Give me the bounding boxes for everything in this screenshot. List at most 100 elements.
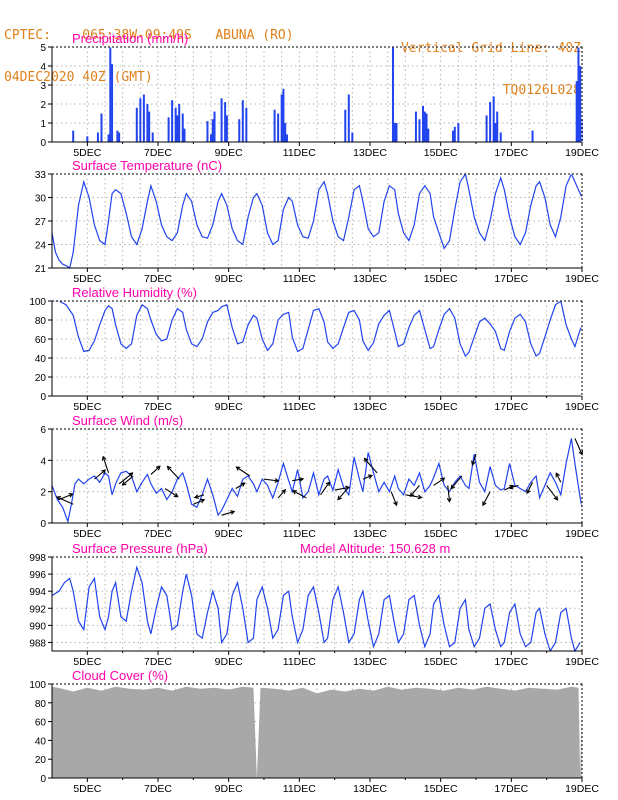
precip-bar	[135, 107, 138, 142]
precip-bar	[418, 119, 421, 142]
pressure-ytick-label: 996	[29, 570, 46, 581]
precip-bar	[225, 115, 228, 142]
precip-bar	[285, 134, 288, 142]
precip-bar	[151, 132, 154, 142]
wind-arrow	[334, 486, 350, 491]
precip-bar	[391, 47, 394, 142]
precip-bar	[142, 94, 145, 142]
precip-bar	[492, 96, 495, 142]
precip-bar	[206, 121, 209, 142]
precip-bar	[100, 113, 103, 142]
rh-ytick-label: 100	[29, 297, 46, 308]
wind-xtick-label: 7DEC	[144, 528, 172, 540]
precip-bar	[72, 130, 75, 142]
pressure-xtick-label: 19DEC	[565, 656, 599, 668]
cloud-xtick-label: 7DEC	[144, 783, 172, 795]
wind-arrow-head	[200, 498, 206, 504]
precip-bar	[224, 102, 227, 142]
pressure-ytick-label: 990	[29, 621, 46, 632]
precip-bar	[427, 128, 430, 142]
rh-line	[52, 299, 583, 358]
station-header: CPTEC: 065:38W-09:49S ABUNA (RO) 04DEC20…	[4, 1, 294, 113]
pressure-panel	[48, 556, 583, 655]
precip-bar	[211, 119, 214, 142]
wind-arrow	[193, 499, 205, 505]
precip-bar	[107, 134, 110, 142]
wind-arrow-head	[274, 478, 280, 483]
pressure-xtick-label: 11DEC	[283, 656, 316, 668]
temp-line	[51, 172, 583, 269]
wind-arrow-head	[299, 477, 305, 482]
wind-arrow	[447, 485, 451, 502]
wind-arrow-head	[337, 495, 342, 501]
cloud-panel	[48, 683, 583, 782]
precip-ytick-label: 4	[40, 62, 46, 73]
wind-arrow-head	[446, 497, 452, 503]
rh-title: Relative Humidity (%)	[72, 285, 197, 300]
wind-arrow	[433, 477, 445, 486]
cloud-ytick-label: 60	[35, 718, 47, 729]
station-line: CPTEC: 065:38W-09:49S ABUNA (RO)	[4, 28, 294, 43]
wind-title: Surface Wind (m/s)	[72, 413, 183, 428]
precip-bar	[393, 123, 396, 142]
wind-arrow	[167, 466, 180, 480]
precip-xtick-label: 17DEC	[494, 147, 528, 159]
precip-bar	[148, 111, 151, 142]
precip-bar	[452, 130, 455, 142]
cloud-ytick-label: 40	[35, 736, 47, 747]
wind-arrow	[471, 453, 477, 466]
precip-bar	[425, 113, 428, 142]
temp-xtick-label: 5DEC	[73, 273, 101, 285]
wind-arrow	[164, 488, 178, 498]
wind-arrow	[337, 486, 350, 500]
precip-xtick-label: 13DEC	[353, 147, 387, 159]
pressure-ytick-label: 994	[29, 587, 46, 598]
grid-info: Vertical Grid Line: 40Z TQ0126L028	[401, 14, 581, 126]
wind-arrow-head	[393, 501, 398, 507]
wind-arrow-head	[555, 472, 560, 478]
rh-ytick-label: 60	[35, 335, 47, 346]
wind-arrow	[102, 456, 110, 474]
precip-bar	[577, 47, 580, 142]
temp-ytick-label: 21	[35, 264, 47, 275]
precip-bar	[167, 117, 170, 142]
wind-xtick-label: 15DEC	[424, 528, 458, 540]
wind-arrow	[94, 469, 106, 480]
precip-bar	[395, 123, 398, 142]
wind-arrow-head	[240, 482, 246, 487]
wind-panel	[48, 428, 583, 527]
precip-ytick-label: 2	[40, 100, 46, 111]
precip-bar	[347, 94, 350, 142]
cloud-xtick-label: 15DEC	[424, 783, 458, 795]
rh-xtick-label: 5DEC	[73, 401, 101, 413]
precip-bar	[485, 115, 488, 142]
cloud-ytick-label: 80	[35, 699, 47, 710]
precip-xtick-label: 15DEC	[424, 147, 458, 159]
precip-bar	[575, 81, 578, 142]
precip-bar	[111, 64, 114, 142]
rh-xtick-label: 11DEC	[283, 401, 316, 413]
precip-bar	[494, 123, 497, 142]
precip-bar	[282, 88, 285, 142]
precip-xtick-label: 5DEC	[73, 147, 101, 159]
precip-bar	[284, 123, 287, 142]
wind-arrow-head	[450, 484, 455, 490]
wind-arrow	[410, 485, 420, 497]
precip-bar	[109, 47, 112, 142]
wind-arrow	[235, 482, 246, 490]
wind-arrow-head	[101, 469, 107, 475]
precip-bar	[457, 123, 460, 142]
wind-arrow-head	[409, 492, 415, 498]
precip-panel	[48, 46, 583, 146]
wind-arrow	[292, 490, 307, 499]
wind-xtick-label: 19DEC	[565, 528, 599, 540]
precip-bar	[181, 113, 184, 142]
rh-panel	[48, 299, 583, 400]
wind-arrow	[221, 511, 235, 516]
wind-arrow-head	[325, 481, 331, 487]
wind-arrow-head	[101, 455, 107, 461]
wind-arrow	[194, 494, 205, 499]
pressure-xtick-label: 17DEC	[494, 656, 528, 668]
